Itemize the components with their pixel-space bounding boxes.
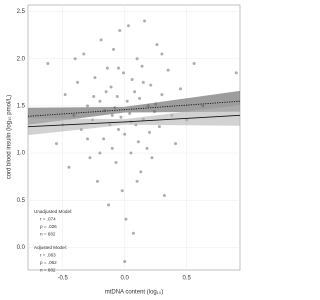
- annotation: n = 682: [40, 232, 56, 237]
- annotation: Unadjusted Model:: [34, 209, 72, 214]
- point: [178, 87, 182, 91]
- point: [118, 28, 122, 32]
- x-tick-label: 0.0: [121, 276, 130, 282]
- fit-line: [27, 100, 241, 117]
- annotation: p = .062: [40, 260, 57, 265]
- point: [67, 165, 71, 169]
- x-tick-label: 0.5: [183, 276, 192, 282]
- point: [120, 189, 124, 193]
- x-axis-label: mtDNA content (log₁₀): [105, 290, 164, 296]
- point: [139, 170, 143, 174]
- point: [102, 137, 106, 141]
- point: [110, 146, 114, 150]
- point: [133, 90, 137, 94]
- y-tick-label: 2.0: [17, 56, 26, 62]
- x-tick-label: -0.5: [58, 276, 69, 282]
- point: [92, 94, 96, 98]
- y-tick-label: 0.5: [17, 198, 26, 204]
- point: [63, 93, 67, 97]
- point: [160, 93, 164, 97]
- confidence-band: [28, 90, 240, 125]
- point: [150, 156, 154, 160]
- point: [145, 146, 149, 150]
- point: [86, 104, 90, 108]
- point: [136, 140, 140, 144]
- point: [82, 52, 86, 56]
- annotation: p = .026: [40, 224, 57, 229]
- point: [129, 151, 133, 155]
- y-tick-label: 1.0: [17, 151, 26, 157]
- point: [149, 83, 153, 87]
- point: [125, 99, 129, 103]
- point: [138, 96, 142, 100]
- point: [128, 111, 132, 115]
- point: [117, 66, 121, 70]
- point: [98, 151, 102, 155]
- y-axis-label: cord blood insulin (log₁₀ pmol/L): [7, 95, 13, 180]
- point: [126, 24, 130, 28]
- point: [157, 125, 161, 129]
- point: [131, 231, 135, 235]
- plot-panel: [27, 4, 241, 271]
- point: [135, 57, 139, 61]
- point: [192, 61, 196, 65]
- point: [104, 90, 108, 94]
- point: [174, 142, 178, 146]
- point: [110, 113, 114, 117]
- chart: mtDNA content (log₁₀) cord blood insulin…: [7, 4, 241, 296]
- point: [160, 52, 164, 56]
- point: [115, 94, 119, 98]
- confidence-band: [28, 104, 240, 136]
- point: [130, 78, 134, 82]
- point: [105, 66, 109, 70]
- point: [143, 19, 147, 23]
- point: [112, 47, 116, 51]
- point: [121, 71, 125, 75]
- annotation: Adjusted Model:: [34, 245, 67, 250]
- point: [86, 137, 90, 141]
- point: [76, 80, 80, 84]
- point: [135, 179, 139, 183]
- point: [140, 64, 144, 68]
- annotation: n = 682: [40, 268, 56, 273]
- annotation: r = .074: [40, 217, 56, 222]
- point: [46, 61, 50, 65]
- point: [166, 68, 170, 72]
- point: [162, 193, 166, 197]
- point: [155, 43, 159, 47]
- point: [95, 179, 99, 183]
- y-tick-label: 2.5: [17, 9, 26, 15]
- annotation: r = .063: [40, 253, 56, 258]
- point: [107, 203, 111, 207]
- point: [123, 260, 127, 264]
- point: [141, 80, 145, 84]
- point: [99, 38, 103, 42]
- point: [119, 115, 123, 119]
- point: [147, 130, 151, 134]
- point: [114, 160, 118, 164]
- point: [73, 57, 77, 61]
- point: [109, 85, 113, 89]
- fit-line: [27, 114, 241, 128]
- point: [98, 99, 102, 103]
- y-tick-label: 1.5: [17, 103, 26, 109]
- point: [117, 127, 121, 131]
- point: [124, 217, 128, 221]
- y-tick-label: 0.0: [17, 245, 26, 251]
- point: [234, 71, 238, 75]
- point: [88, 156, 92, 160]
- point: [123, 132, 127, 136]
- point: [55, 142, 59, 146]
- point: [93, 76, 97, 80]
